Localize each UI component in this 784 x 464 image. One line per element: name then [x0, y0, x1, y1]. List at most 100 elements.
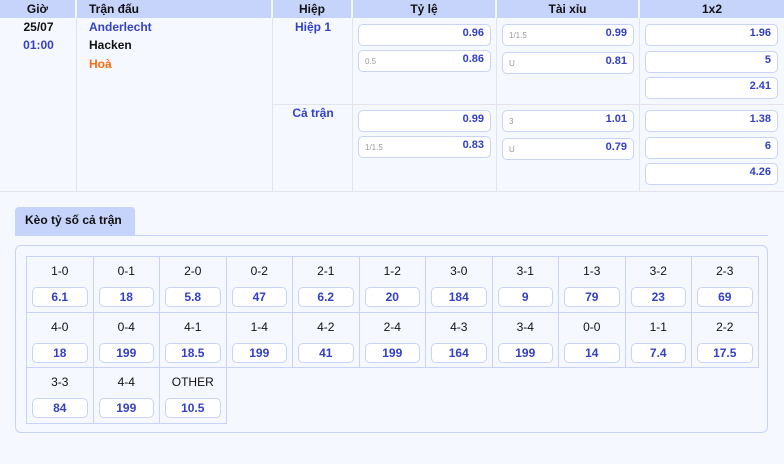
away-team: Hacken [89, 38, 132, 52]
score-odds-button[interactable]: 199 [98, 342, 154, 363]
1x2-odds-button[interactable]: 1.96 [645, 24, 778, 46]
header-1x2: 1x2 [640, 0, 784, 18]
period-label: Hiệp 1 [294, 20, 331, 34]
score-label: OTHER [171, 375, 214, 389]
score-cell: 4-0 18 [27, 312, 94, 368]
1x2-odds-button[interactable]: 4.26 [645, 163, 778, 185]
odds-value: 1.01 [605, 113, 627, 125]
odds-value: 0.79 [605, 141, 627, 153]
score-cell: 1-3 79 [559, 257, 626, 313]
score-odds-button[interactable]: 20 [364, 287, 420, 307]
handicap-odds-button[interactable]: 0.5 0.86 [358, 50, 491, 72]
odds-value: 0.83 [462, 139, 484, 151]
score-label: 3-3 [51, 375, 69, 389]
correct-score-grid: 1-0 6.1 0-1 18 2-0 5.8 0-2 47 2-1 6.2 1-2 20 3-0 184 3… [26, 256, 759, 424]
score-cell: 2-4 199 [359, 312, 426, 368]
score-odds-button[interactable]: 9 [497, 287, 553, 307]
overunder-odds-button[interactable]: U 0.81 [502, 52, 634, 74]
score-odds-button[interactable]: 199 [98, 398, 154, 418]
score-label: 3-4 [516, 319, 534, 334]
score-odds-button[interactable]: 199 [231, 342, 287, 363]
score-odds-button[interactable]: 10.5 [165, 398, 221, 418]
score-label: 0-4 [117, 319, 135, 334]
score-cell: 1-4 199 [226, 312, 293, 368]
score-label: 3-2 [649, 264, 667, 278]
header-overunder: Tài xỉu [497, 0, 640, 18]
overunder-odds-button[interactable]: U 0.79 [502, 138, 634, 160]
odds-value: 2.41 [749, 80, 771, 92]
score-label: 2-4 [383, 319, 401, 334]
header-half: Hiệp [273, 0, 353, 18]
score-label: 1-3 [583, 264, 601, 278]
overunder-odds-button[interactable]: 3 1.01 [502, 110, 634, 132]
score-odds-button[interactable]: 199 [364, 342, 420, 363]
handicap-odds-button[interactable]: 1/1.5 0.83 [358, 136, 491, 158]
home-team: Anderlecht [89, 20, 152, 34]
correct-score-panel [15, 245, 768, 433]
score-cell: 3-3 84 [27, 368, 94, 424]
score-cell: 0-0 14 [559, 312, 626, 368]
score-label: 2-0 [184, 264, 202, 278]
1x2-odds-button[interactable]: 2.41 [645, 77, 778, 99]
score-odds-button[interactable]: 17.5 [697, 342, 753, 363]
score-odds-button[interactable]: 18 [32, 342, 88, 363]
score-cell: 2-1 6.2 [293, 257, 360, 313]
score-cell: 1-1 7.4 [625, 312, 692, 368]
score-odds-button[interactable]: 23 [630, 287, 686, 307]
score-odds-button[interactable]: 184 [431, 287, 487, 307]
1x2-odds-button[interactable]: 6 [645, 136, 778, 159]
header-match: Trận đấu [77, 0, 273, 18]
draw-label: Hoà [89, 57, 112, 71]
score-label: 0-1 [117, 264, 135, 278]
odds-value: 0.99 [605, 27, 627, 39]
handicap-odds-button[interactable]: 0.99 [358, 110, 491, 132]
match-date: 25/07 [23, 20, 54, 34]
odds-value: 6 [764, 139, 771, 152]
score-cell: 4-2 41 [293, 312, 360, 368]
handicap-odds-button[interactable]: 0.96 [358, 24, 491, 46]
score-odds-button[interactable]: 69 [697, 287, 753, 307]
score-cell: 0-1 18 [93, 257, 160, 313]
score-odds-button[interactable]: 6.2 [298, 287, 354, 307]
1x2-odds-button[interactable]: 5 [645, 50, 778, 73]
score-odds-button[interactable]: 6.1 [32, 287, 88, 307]
odds-value: 0.99 [462, 113, 484, 125]
1x2-odds-button[interactable]: 1.38 [645, 110, 778, 132]
score-label: 3-0 [450, 264, 468, 278]
odds-value: 0.96 [462, 27, 484, 39]
tab-correct-score[interactable]: Kèo tỷ số cả trận [15, 207, 135, 235]
score-odds-button[interactable]: 41 [298, 342, 354, 363]
score-odds-button[interactable]: 7.4 [630, 342, 686, 363]
score-cell: 0-2 47 [226, 257, 293, 313]
score-cell: 2-0 5.8 [160, 257, 227, 313]
score-label: 1-0 [51, 264, 69, 278]
score-odds-button[interactable]: 5.8 [165, 287, 221, 307]
score-cell: 4-3 164 [426, 312, 493, 368]
score-odds-button[interactable]: 84 [32, 398, 88, 418]
score-label: 0-2 [250, 264, 268, 278]
score-cell: OTHER 10.5 [160, 368, 227, 424]
score-odds-button[interactable]: 18.5 [165, 342, 221, 363]
score-cell: 2-2 17.5 [692, 312, 759, 368]
header-time: Giờ [0, 0, 77, 18]
score-odds-button[interactable]: 47 [231, 287, 287, 307]
score-odds-button[interactable]: 14 [564, 342, 620, 363]
odds-value: 0.81 [605, 55, 627, 67]
score-label: 2-3 [716, 264, 734, 278]
score-odds-button[interactable]: 18 [98, 287, 154, 307]
odds-value: 1.38 [749, 113, 771, 125]
score-cell: 4-4 199 [93, 368, 160, 424]
overunder-odds-button[interactable]: 1/1.5 0.99 [502, 24, 634, 46]
score-odds-button[interactable]: 79 [564, 287, 620, 307]
score-odds-button[interactable]: 199 [497, 342, 553, 363]
score-odds-button[interactable]: 164 [431, 342, 487, 363]
score-cell: 0-4 199 [93, 312, 160, 368]
score-label: 2-2 [716, 319, 734, 334]
match-time: 01:00 [23, 38, 54, 52]
odds-value: 0.86 [462, 53, 484, 65]
odds-value: 5 [764, 53, 771, 66]
score-label: 0-0 [583, 319, 601, 334]
score-label: 4-3 [450, 319, 468, 334]
score-label: 3-1 [516, 264, 534, 278]
score-label: 2-1 [317, 264, 335, 278]
